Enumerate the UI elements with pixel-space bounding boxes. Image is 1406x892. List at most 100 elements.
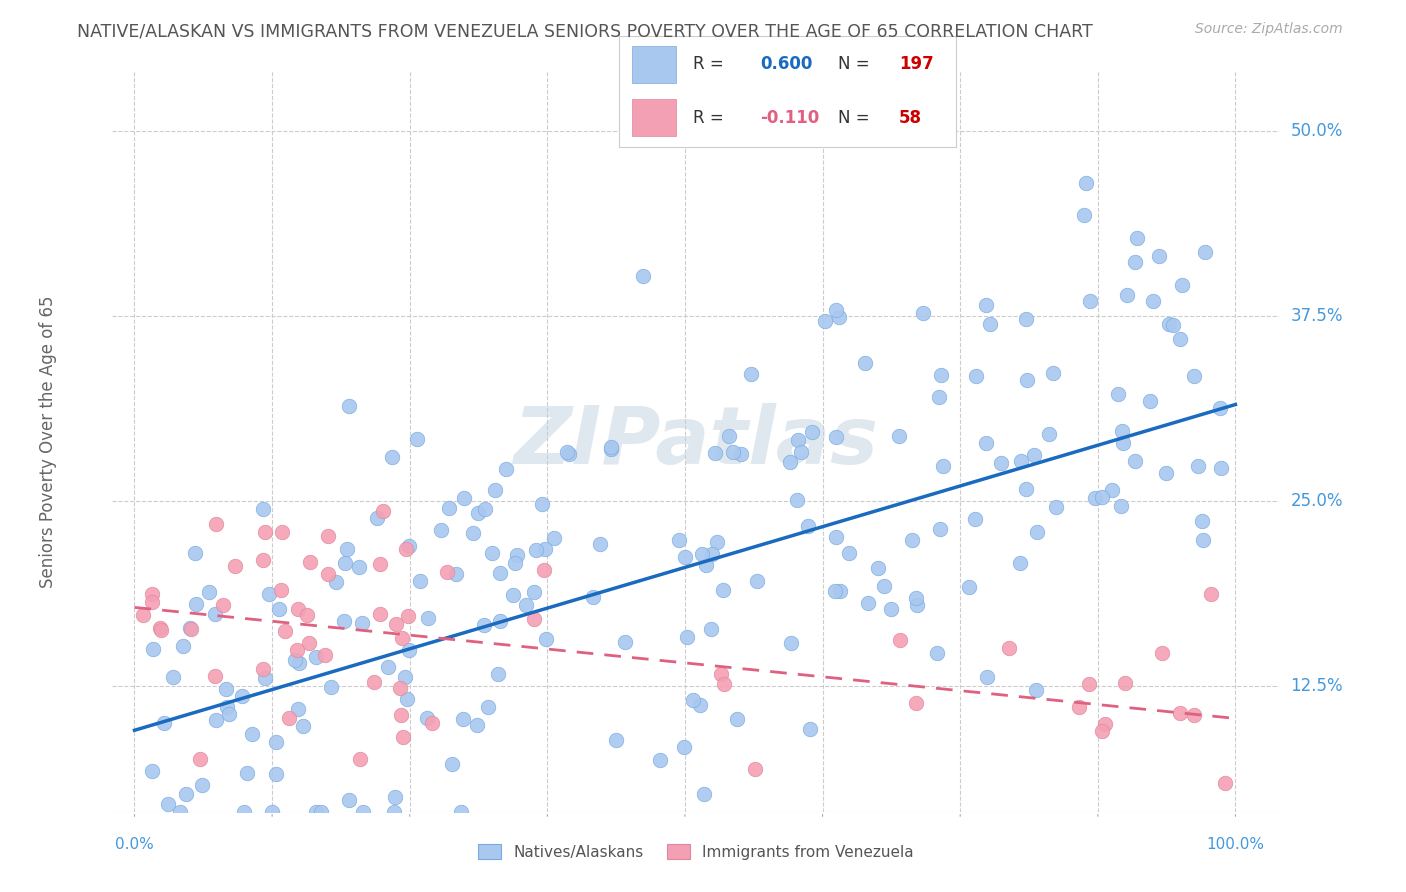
Point bbox=[1091, 724, 1114, 739]
FancyBboxPatch shape bbox=[633, 99, 676, 136]
Point bbox=[1150, 646, 1173, 660]
Point bbox=[706, 534, 728, 549]
Point bbox=[156, 797, 179, 811]
Point bbox=[786, 493, 808, 508]
Point bbox=[335, 557, 357, 571]
Point bbox=[287, 701, 309, 715]
Point bbox=[801, 425, 824, 439]
Point bbox=[976, 670, 998, 684]
Point bbox=[463, 525, 485, 540]
Point bbox=[450, 805, 472, 819]
Point bbox=[337, 399, 360, 413]
Point bbox=[467, 506, 489, 520]
Point bbox=[702, 547, 724, 561]
Point bbox=[388, 681, 411, 695]
Point bbox=[474, 618, 496, 632]
Text: Seniors Poverty Over the Age of 65: Seniors Poverty Over the Age of 65 bbox=[39, 295, 58, 588]
Point bbox=[589, 536, 612, 550]
Point bbox=[395, 542, 418, 557]
Point bbox=[928, 390, 950, 404]
Point bbox=[292, 718, 315, 732]
Point bbox=[1209, 401, 1232, 415]
Point bbox=[382, 805, 405, 819]
Point bbox=[824, 530, 846, 544]
Point bbox=[900, 533, 922, 547]
Point bbox=[174, 787, 197, 801]
Text: ZIPatlas: ZIPatlas bbox=[513, 402, 879, 481]
Point bbox=[1008, 557, 1031, 571]
Point bbox=[925, 647, 948, 661]
Text: R =: R = bbox=[693, 109, 728, 127]
Point bbox=[957, 580, 980, 594]
Point bbox=[974, 298, 997, 312]
Point bbox=[582, 590, 605, 604]
Point bbox=[406, 432, 429, 446]
Point bbox=[503, 556, 526, 570]
Point bbox=[779, 455, 801, 469]
Point bbox=[204, 669, 226, 683]
Point bbox=[366, 510, 388, 524]
Point bbox=[713, 677, 735, 691]
Point bbox=[998, 641, 1021, 656]
Point bbox=[605, 732, 627, 747]
Point bbox=[169, 805, 191, 819]
Point bbox=[700, 622, 723, 636]
Point bbox=[288, 657, 311, 671]
Point bbox=[1109, 499, 1132, 513]
Point bbox=[1184, 369, 1206, 384]
Point bbox=[477, 699, 499, 714]
Point bbox=[828, 310, 851, 324]
Point bbox=[162, 670, 184, 684]
Point bbox=[215, 681, 238, 696]
Point bbox=[298, 636, 321, 650]
Point bbox=[420, 715, 443, 730]
Point bbox=[264, 735, 287, 749]
Point bbox=[368, 557, 391, 571]
Point bbox=[1187, 458, 1209, 473]
Text: N =: N = bbox=[838, 109, 875, 127]
Point bbox=[1125, 254, 1147, 268]
Point bbox=[1077, 677, 1099, 691]
Point bbox=[1115, 288, 1137, 302]
Point bbox=[297, 607, 319, 622]
Point bbox=[1078, 293, 1101, 308]
Point bbox=[224, 558, 246, 573]
Point bbox=[215, 700, 238, 714]
Point bbox=[990, 456, 1012, 470]
Point bbox=[824, 584, 846, 599]
Point bbox=[184, 597, 207, 611]
Point bbox=[352, 616, 374, 631]
Point bbox=[1125, 231, 1147, 245]
Point bbox=[218, 706, 240, 721]
Point bbox=[1091, 490, 1114, 504]
Text: N =: N = bbox=[838, 55, 875, 73]
Point bbox=[789, 444, 811, 458]
Point bbox=[409, 574, 432, 589]
Point bbox=[1161, 318, 1184, 332]
Point bbox=[298, 555, 321, 569]
Point bbox=[558, 447, 581, 461]
Point bbox=[347, 560, 370, 574]
Point bbox=[321, 680, 343, 694]
Point bbox=[853, 356, 876, 370]
Point bbox=[337, 793, 360, 807]
Point bbox=[489, 615, 512, 629]
Point bbox=[692, 787, 714, 801]
Point bbox=[271, 525, 294, 540]
Point bbox=[205, 713, 228, 727]
Point bbox=[385, 616, 408, 631]
Point bbox=[257, 586, 280, 600]
Point bbox=[332, 614, 354, 628]
Point bbox=[1194, 245, 1216, 260]
Point bbox=[824, 430, 846, 444]
Point bbox=[502, 588, 524, 602]
Point bbox=[704, 446, 727, 460]
Point bbox=[264, 767, 287, 781]
Point bbox=[1156, 466, 1178, 480]
Point bbox=[252, 501, 274, 516]
Point bbox=[963, 512, 986, 526]
Legend: Natives/Alaskans, Immigrants from Venezuela: Natives/Alaskans, Immigrants from Venezu… bbox=[478, 844, 914, 860]
Point bbox=[318, 567, 340, 582]
Point bbox=[486, 667, 509, 681]
Point bbox=[690, 548, 713, 562]
